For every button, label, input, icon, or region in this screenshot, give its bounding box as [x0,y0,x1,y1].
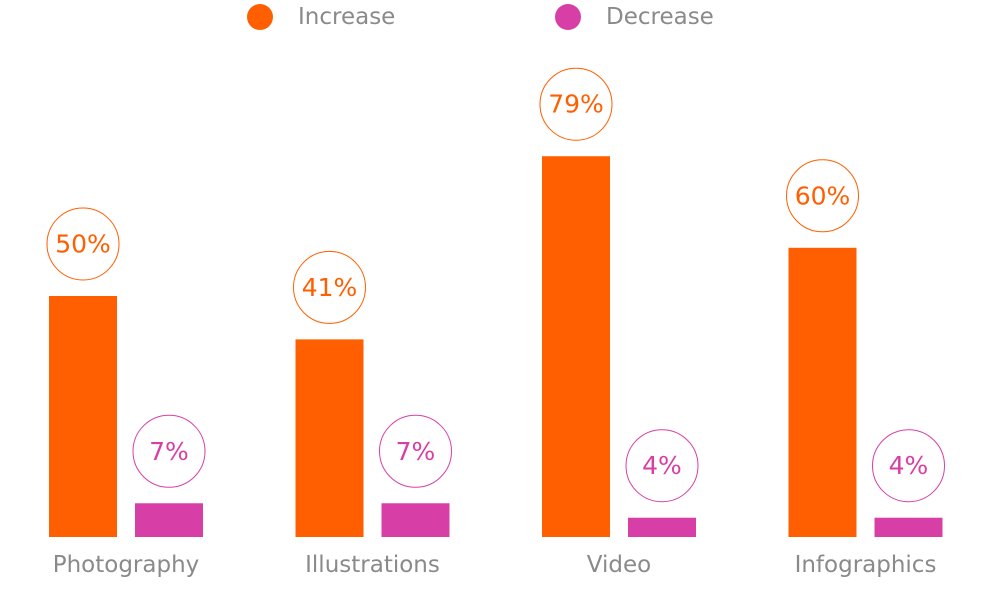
bar [628,517,696,537]
value-label-circle [46,207,120,281]
x-tick-label: Photography [53,552,200,578]
value-label: 41% [302,273,358,302]
value-label: 4% [642,451,682,480]
value-label: 79% [548,90,604,119]
value-label-circle [132,414,206,488]
legend-swatch [247,4,273,30]
bar [874,517,943,537]
value-label-circle [786,159,859,233]
value-label-circle [539,67,613,141]
x-tick-label: Illustrations [305,552,440,578]
value-label-circle [293,250,366,324]
value-label: 7% [396,437,436,466]
legend-label: Increase [298,4,395,30]
bar [49,296,117,537]
bar [788,247,857,538]
value-label: 4% [889,451,929,480]
value-label: 60% [795,181,851,210]
value-label: 50% [55,230,111,259]
x-tick-label: Video [587,552,651,578]
bar [135,503,203,537]
legend-label: Decrease [606,4,714,30]
legend-swatch [555,4,581,30]
value-label: 7% [149,437,189,466]
bar [542,156,610,537]
bar [295,339,364,537]
bar [381,503,450,537]
value-label-circle [625,429,699,503]
value-label-circle [379,414,452,488]
x-tick-label: Infographics [795,552,937,578]
value-label-circle [872,429,945,503]
